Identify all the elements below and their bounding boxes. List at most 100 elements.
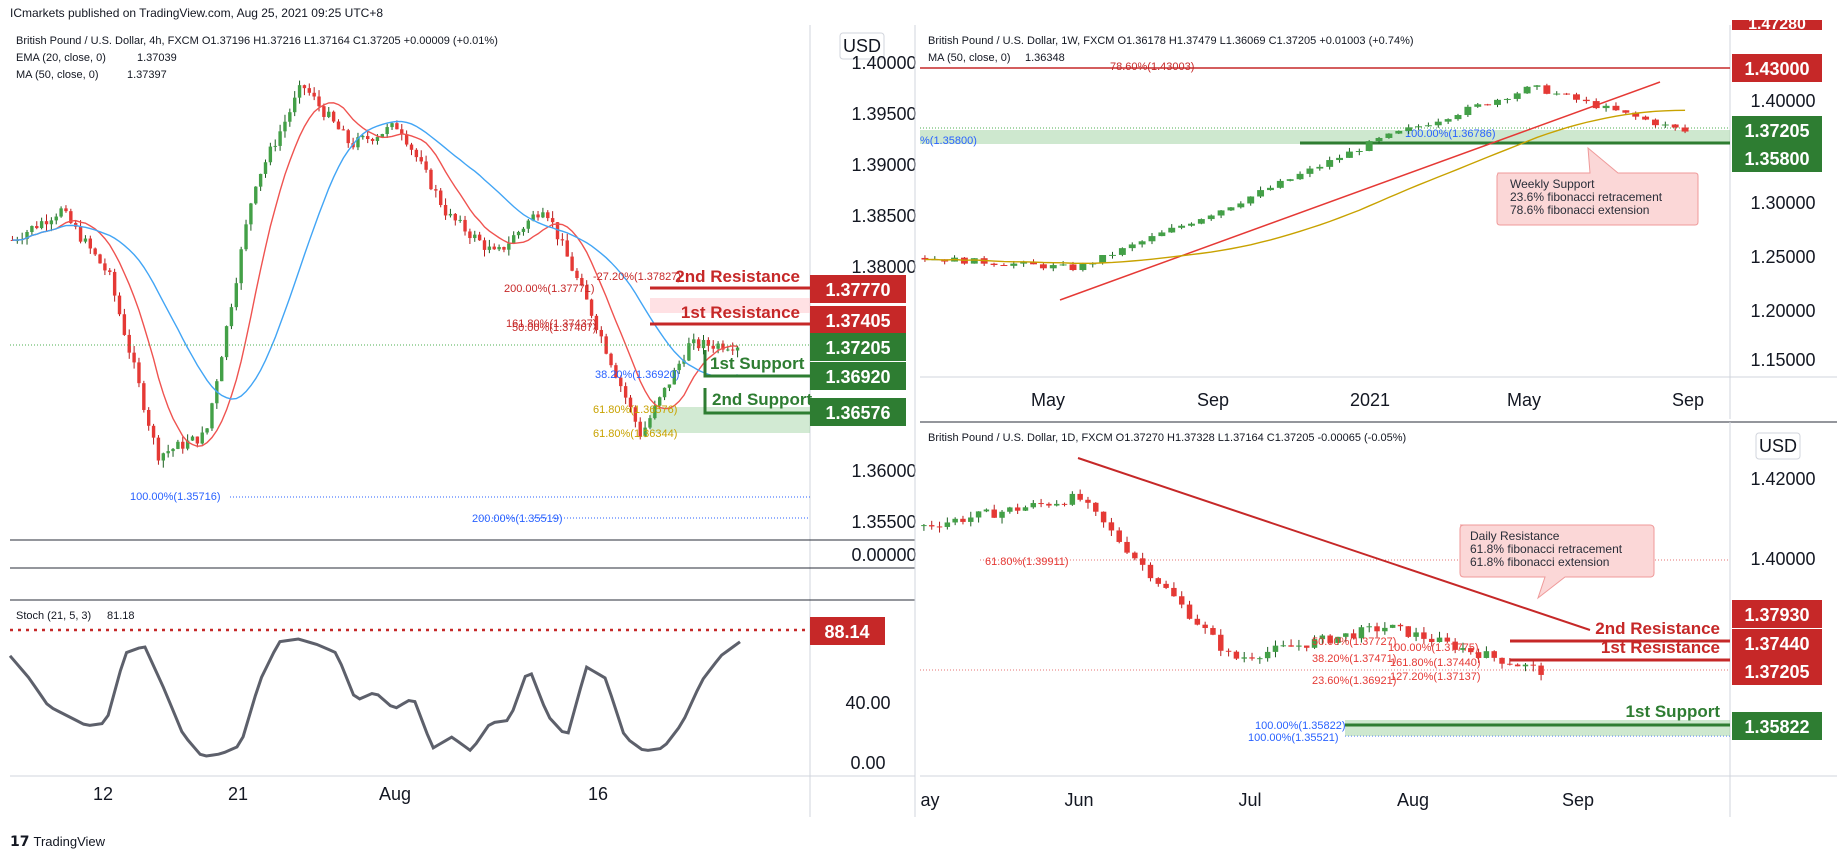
daily-x-axis: ay Jun Jul Aug Sep: [920, 790, 1594, 810]
candle-body: [1514, 664, 1521, 667]
candle-body: [497, 246, 501, 250]
weekly-ma-50-line: [924, 109, 1686, 265]
weekly-ma-value: 1.36348: [1025, 52, 1065, 64]
candle-body: [1415, 126, 1422, 128]
callout-line: 61.8% fibonacci extension: [1470, 555, 1609, 569]
candle-body: [258, 173, 263, 187]
candle-body: [970, 258, 978, 264]
tradingview-logo-icon: 𝟭𝟳: [10, 833, 30, 849]
candle-body: [268, 146, 273, 163]
left-currency-badge[interactable]: [839, 32, 885, 60]
fib-label: 50.00%(1.37407): [512, 322, 596, 334]
y-tick: 1.36000: [851, 461, 916, 481]
candle-body: [1543, 85, 1551, 94]
fib-label: 161.80%(1.37440): [1390, 657, 1481, 669]
price-tag-text: 1.37205: [1744, 121, 1809, 141]
candle-body: [229, 307, 234, 327]
candle-body: [1632, 112, 1640, 117]
candle-body: [1612, 105, 1620, 111]
candle-body: [990, 263, 998, 266]
candle-body: [1046, 503, 1052, 506]
candle-body: [234, 283, 239, 308]
candle-body: [1395, 130, 1403, 134]
candle-body: [1099, 255, 1107, 264]
candle-body: [1178, 596, 1185, 605]
candle-body: [1483, 651, 1490, 658]
weekly-y-axis: 1.40000 1.30000 1.25000 1.20000 1.15000: [1750, 91, 1815, 370]
candle-body: [952, 518, 958, 523]
candle-body: [1316, 166, 1324, 169]
tradingview-footer[interactable]: 𝟭𝟳 TradingView: [10, 833, 105, 850]
candle-body: [1405, 127, 1413, 131]
candle-body: [468, 231, 472, 239]
y-tick: 1.39000: [851, 155, 916, 175]
candle-body: [302, 85, 307, 89]
x-tick: 2021: [1350, 390, 1390, 410]
candle-body: [526, 220, 531, 229]
candle-body: [1350, 633, 1357, 639]
candle-body: [1286, 179, 1294, 181]
x-tick: May: [1031, 390, 1065, 410]
candle-body: [244, 224, 248, 250]
candle-body: [936, 526, 943, 528]
candle-body: [1188, 223, 1195, 226]
fib-label: 100.00%(1.35521): [1248, 732, 1339, 744]
candle-body: [1326, 160, 1334, 167]
candle-body: [1093, 502, 1099, 512]
candle-body: [93, 248, 97, 255]
candle-body: [200, 432, 204, 444]
left-ma-value: 1.37397: [127, 69, 167, 81]
candle-body: [638, 421, 642, 437]
candle-body: [648, 418, 652, 428]
candle-body: [83, 238, 88, 242]
candle-body: [1030, 503, 1037, 508]
candle-body: [687, 343, 691, 361]
candle-body: [1007, 507, 1013, 512]
candle-body: [132, 352, 136, 363]
candle-body: [487, 246, 492, 250]
candle-body: [1266, 187, 1274, 191]
left-ema-value: 1.37039: [137, 52, 177, 64]
level-line-1st-support: [703, 350, 810, 378]
candle-body: [1247, 196, 1255, 204]
x-tick: 21: [228, 784, 248, 804]
candle-body: [677, 363, 681, 371]
y-tick: 1.40000: [1750, 91, 1815, 111]
candle-body: [307, 88, 312, 93]
fib-label: 38.20%(1.37471): [1312, 653, 1396, 665]
price-tag-text: 1.37440: [1744, 634, 1809, 654]
candle-body: [1225, 650, 1232, 652]
candle-body: [249, 203, 253, 225]
candle-body: [1155, 578, 1162, 584]
candle-body: [502, 246, 506, 250]
candle-body: [643, 427, 647, 437]
candle-body: [692, 339, 696, 344]
candle-body: [195, 436, 200, 444]
candle-body: [1147, 564, 1154, 579]
candle-body: [614, 365, 618, 378]
fib-label: 100.00%(1.35822): [1255, 720, 1346, 732]
candle-body: [1020, 261, 1028, 264]
candle-body: [991, 509, 997, 518]
candle-body: [1116, 530, 1122, 542]
candle-body: [205, 428, 209, 433]
candle-body: [1038, 503, 1044, 505]
candle-body: [477, 234, 482, 241]
candle-body: [341, 129, 346, 131]
candle-body: [1681, 127, 1689, 132]
candle-body: [1522, 664, 1529, 667]
candle-body: [975, 511, 982, 518]
candle-body: [414, 149, 419, 158]
weekly-x-axis: May Sep 2021 May Sep: [1031, 390, 1704, 410]
candle-body: [1014, 507, 1021, 511]
candle-body: [278, 131, 282, 146]
x-tick: Jul: [1238, 790, 1261, 810]
candle-body: [560, 239, 565, 241]
resistance-zone: [650, 298, 810, 313]
daily-currency-badge[interactable]: [1755, 432, 1801, 460]
candle-body: [623, 386, 628, 398]
candle-body: [288, 112, 292, 122]
price-tag-text: 1.35822: [1744, 717, 1809, 737]
left-ema-label: EMA (20, close, 0): [16, 52, 106, 64]
price-tag-last: [1732, 657, 1822, 685]
